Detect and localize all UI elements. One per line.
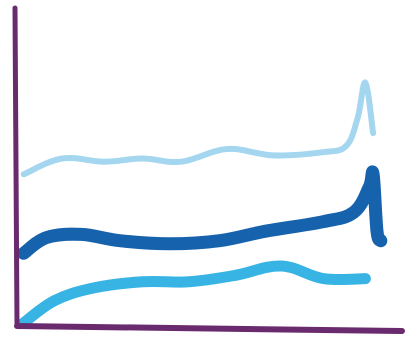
axis-layer xyxy=(12,5,405,334)
x-axis-line xyxy=(14,323,405,334)
y-axis-line xyxy=(12,5,20,329)
series-layer xyxy=(17,79,388,329)
series-line-3 xyxy=(18,260,371,329)
series-line-1 xyxy=(20,79,377,178)
series-line-2 xyxy=(17,165,388,260)
